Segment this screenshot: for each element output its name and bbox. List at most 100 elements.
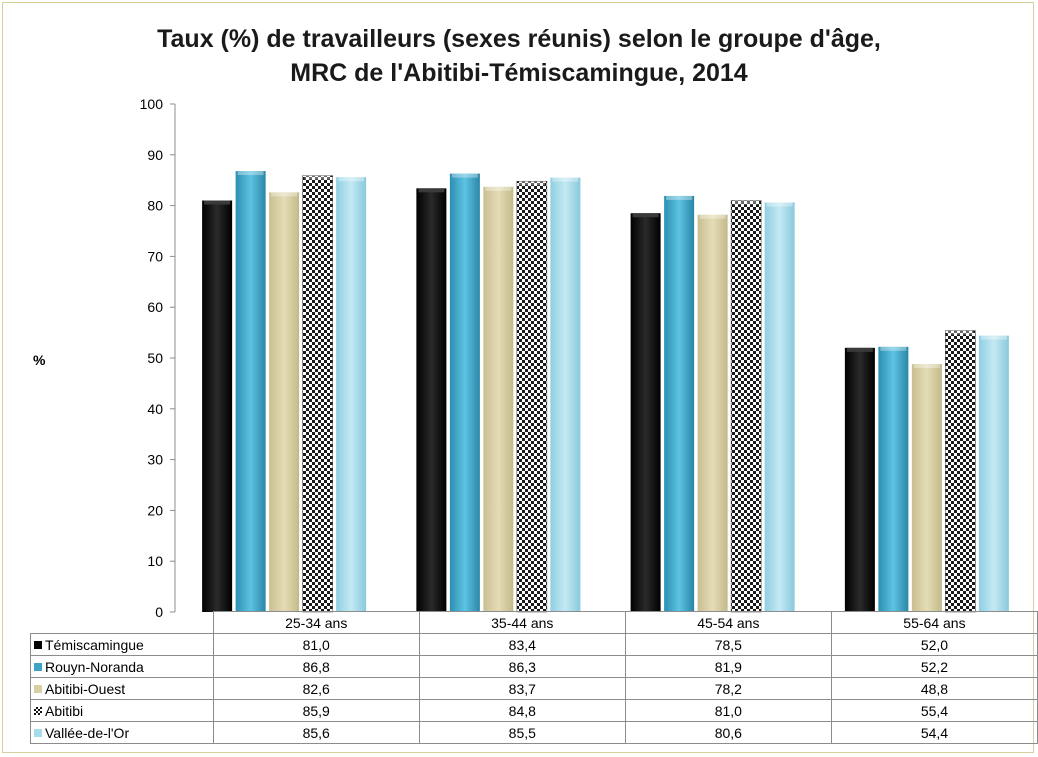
category-label: 45-54 ans [624,611,832,634]
bar-top-bevel [632,213,659,218]
y-tick-label: 80 [147,198,163,214]
bar-abitibi-25-34 [302,175,333,613]
bar-top-bevel [518,181,545,186]
y-tick-label: 60 [147,299,163,315]
data-label: 82,6 [212,677,420,700]
legend-entry: Abitibi [30,699,214,722]
chart-title-line2: MRC de l'Abitibi-Témiscamingue, 2014 [290,59,748,87]
table-corner [30,611,214,634]
legend-swatch [34,684,42,693]
data-label: 52,2 [830,655,1038,678]
y-tick-label: 30 [147,452,163,468]
bar-top-bevel [338,177,365,182]
bar-top-bevel [666,195,693,200]
legend-label: Rouyn-Noranda [45,658,144,675]
legend-label: Abitibi-Ouest [45,680,126,697]
category-label: 35-44 ans [418,611,626,634]
bar-t-miscamingue-25-34 [202,200,233,612]
legend-label: Témiscamingue [45,636,144,653]
data-label: 55,4 [830,699,1038,722]
table-header-row: 25-34 ans 35-44 ans 45-54 ans 55-64 ans [30,611,1038,634]
bar-top-bevel [418,188,445,193]
chart-title-line1: Taux (%) de travailleurs (sexes réunis) … [157,25,881,53]
bar-abitibi-ouest-35-44 [483,186,514,612]
data-label: 81,9 [624,655,832,678]
bar-vall-e-de-l-or-45-54 [764,202,795,612]
bar-t-miscamingue-55-64 [844,347,875,612]
legend-entry: Abitibi-Ouest [30,677,214,700]
bar-top-bevel [271,192,298,197]
table-row: Abitibi 85,9 84,8 81,0 55,4 [30,699,1038,722]
category-label: 55-64 ans [830,611,1038,634]
y-tick-label: 20 [147,502,163,518]
legend-swatch [34,706,42,715]
legend-entry: Témiscamingue [30,633,214,656]
data-label: 52,0 [830,633,1038,656]
bar-top-bevel [766,202,793,207]
legend-entry: Vallée-de-l'Or [30,721,214,744]
bar-vall-e-de-l-or-25-34 [336,177,367,613]
table-row: Rouyn-Noranda 86,8 86,3 81,9 52,2 [30,655,1038,678]
bar-rouyn-noranda-55-64 [878,346,909,612]
bar-top-bevel [237,171,264,176]
data-label: 85,9 [212,699,420,722]
bar-top-bevel [699,214,726,219]
legend-label: Vallée-de-l'Or [45,724,130,741]
data-label: 81,0 [624,699,832,722]
bar-top-bevel [552,177,579,182]
legend-entry: Rouyn-Noranda [30,655,214,678]
bar-vall-e-de-l-or-35-44 [550,177,581,612]
category-label: 25-34 ans [212,611,420,634]
y-tick-label: 70 [147,248,163,264]
data-label: 80,6 [624,721,832,744]
data-label: 83,4 [418,633,626,656]
bar-vall-e-de-l-or-55-64 [978,335,1009,612]
data-label: 83,7 [418,677,626,700]
data-label: 85,6 [212,721,420,744]
bar-top-bevel [947,330,974,335]
bar-top-bevel [733,200,760,205]
data-label: 84,8 [418,699,626,722]
bar-t-miscamingue-35-44 [416,188,447,612]
y-tick-label: 40 [147,401,163,417]
legend-swatch [34,662,42,671]
bar-top-bevel [204,200,231,205]
bar-rouyn-noranda-45-54 [664,195,695,612]
y-tick-label: 10 [147,553,163,569]
y-tick-label: 100 [140,96,164,112]
table-row: Témiscamingue 81,0 83,4 78,5 52,0 [30,633,1038,656]
data-label: 86,8 [212,655,420,678]
bar-top-bevel [304,175,331,180]
bar-abitibi-ouest-25-34 [269,192,300,612]
legend-swatch [34,640,42,649]
bar-t-miscamingue-45-54 [630,213,661,612]
y-tick-label: 50 [147,350,163,366]
bar-top-bevel [451,173,478,178]
chart-title: Taux (%) de travailleurs (sexes réunis) … [0,22,1038,90]
table-row: Vallée-de-l'Or 85,6 85,5 80,6 54,4 [30,721,1038,744]
data-label: 54,4 [830,721,1038,744]
legend-label: Abitibi [45,702,84,719]
data-label: 78,5 [624,633,832,656]
y-axis-label: % [33,352,46,368]
data-label: 48,8 [830,677,1038,700]
data-label: 78,2 [624,677,832,700]
bar-top-bevel [913,364,940,369]
data-label: 85,5 [418,721,626,744]
bars [202,171,1009,613]
data-table: 25-34 ans 35-44 ans 45-54 ans 55-64 ans Témi… [30,611,1038,744]
legend-swatch [34,728,42,737]
data-label: 81,0 [212,633,420,656]
data-label: 86,3 [418,655,626,678]
bar-top-bevel [980,335,1007,340]
bar-top-bevel [846,347,873,352]
bar-abitibi-55-64 [945,330,976,613]
y-tick-label: 90 [147,147,163,163]
bar-rouyn-noranda-25-34 [235,171,266,612]
bar-abitibi-ouest-45-54 [697,214,728,612]
bar-top-bevel [485,186,512,191]
bar-abitibi-ouest-55-64 [911,364,942,612]
bar-abitibi-45-54 [730,200,762,613]
